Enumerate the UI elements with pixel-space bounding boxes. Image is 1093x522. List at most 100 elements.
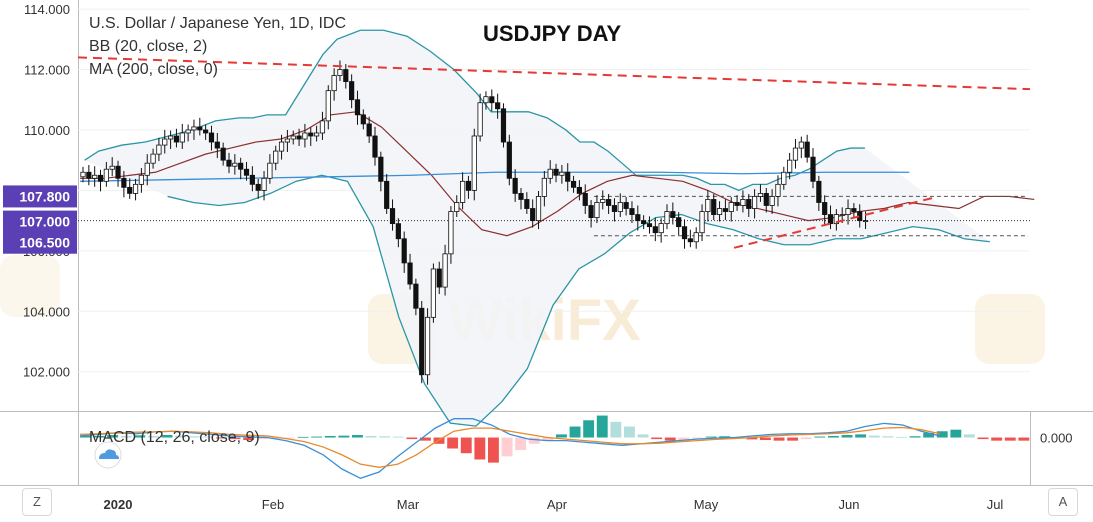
candle-body[interactable] <box>804 141 810 158</box>
candle-body[interactable] <box>839 214 845 216</box>
candle-body[interactable] <box>121 177 127 188</box>
candle-body[interactable] <box>407 262 413 285</box>
candle-body[interactable] <box>827 214 834 225</box>
candle-body[interactable] <box>553 168 559 176</box>
candle-body[interactable] <box>862 220 869 223</box>
candle-body[interactable] <box>185 129 191 134</box>
candle-body[interactable] <box>430 268 437 318</box>
zoom-button[interactable]: Z <box>22 488 52 516</box>
candle-body[interactable] <box>232 162 238 167</box>
candle-body[interactable] <box>816 180 822 203</box>
candle-body[interactable] <box>156 144 162 155</box>
candle-body[interactable] <box>167 135 174 140</box>
candle-body[interactable] <box>705 199 711 212</box>
candle-body[interactable] <box>541 177 547 197</box>
candle-body[interactable] <box>822 202 828 215</box>
candle-body[interactable] <box>495 102 501 110</box>
candle-body[interactable] <box>343 69 349 82</box>
candle-body[interactable] <box>465 180 472 191</box>
candle-body[interactable] <box>290 135 296 140</box>
candle-body[interactable] <box>366 123 372 137</box>
candle-body[interactable] <box>611 205 618 212</box>
candle-body[interactable] <box>448 211 454 255</box>
candle-body[interactable] <box>576 186 583 194</box>
candle-body[interactable] <box>781 171 787 185</box>
candle-body[interactable] <box>313 132 320 137</box>
candle-body[interactable] <box>296 135 302 140</box>
candle-body[interactable] <box>506 141 512 179</box>
candle-body[interactable] <box>757 193 764 197</box>
candle-body[interactable] <box>477 102 483 137</box>
candle-body[interactable] <box>524 199 530 209</box>
candlesticks[interactable] <box>80 60 869 385</box>
candle-body[interactable] <box>699 211 705 234</box>
candle-body[interactable] <box>565 171 571 182</box>
candle-body[interactable] <box>424 316 431 376</box>
candle-body[interactable] <box>535 196 542 222</box>
candle-body[interactable] <box>617 202 623 212</box>
candle-body[interactable] <box>395 223 401 240</box>
candle-body[interactable] <box>173 135 180 143</box>
support-trendline[interactable] <box>733 196 933 249</box>
candle-body[interactable] <box>325 90 331 122</box>
candle-body[interactable] <box>86 171 92 179</box>
candle-body[interactable] <box>284 138 291 143</box>
candle-body[interactable] <box>261 177 267 191</box>
candle-body[interactable] <box>570 180 577 188</box>
candle-body[interactable] <box>214 141 220 149</box>
candle-body[interactable] <box>150 153 156 164</box>
candle-body[interactable] <box>249 174 255 185</box>
candle-body[interactable] <box>740 199 746 206</box>
candle-body[interactable] <box>518 193 524 200</box>
candle-body[interactable] <box>419 307 425 376</box>
candle-body[interactable] <box>372 135 378 158</box>
candle-body[interactable] <box>775 183 781 197</box>
candle-body[interactable] <box>833 214 839 225</box>
candle-body[interactable] <box>641 220 647 225</box>
candle-body[interactable] <box>354 99 361 116</box>
resistance-trendline[interactable] <box>77 56 1031 91</box>
candle-body[interactable] <box>384 180 390 209</box>
candle-body[interactable] <box>588 205 594 218</box>
candle-body[interactable] <box>547 168 553 179</box>
candle-body[interactable] <box>594 202 600 218</box>
candle-body[interactable] <box>349 81 355 101</box>
time-axis[interactable]: 2020 Feb Mar Apr May Jun Jul <box>104 497 1004 512</box>
candle-body[interactable] <box>220 147 226 161</box>
candle-body[interactable] <box>676 217 682 228</box>
candle-body[interactable] <box>255 183 261 191</box>
candle-body[interactable] <box>238 162 244 170</box>
candle-body[interactable] <box>454 202 460 212</box>
candle-body[interactable] <box>792 147 799 161</box>
candle-body[interactable] <box>278 141 285 152</box>
candle-body[interactable] <box>681 226 688 240</box>
candle-body[interactable] <box>109 165 115 170</box>
candle-body[interactable] <box>746 199 752 209</box>
candle-body[interactable] <box>115 165 121 179</box>
candle-body[interactable] <box>763 193 769 206</box>
candle-body[interactable] <box>92 174 98 179</box>
candle-body[interactable] <box>378 156 384 182</box>
candle-body[interactable] <box>127 186 133 194</box>
candle-body[interactable] <box>413 283 419 309</box>
candle-body[interactable] <box>203 129 209 134</box>
candle-body[interactable] <box>80 171 86 178</box>
trendlines[interactable] <box>77 56 1031 249</box>
candle-body[interactable] <box>851 208 857 212</box>
candle-body[interactable] <box>162 138 168 146</box>
candle-body[interactable] <box>208 132 215 143</box>
candle-body[interactable] <box>711 199 717 215</box>
candle-body[interactable] <box>226 159 232 167</box>
auto-scale-button[interactable]: A <box>1048 488 1078 516</box>
candle-body[interactable] <box>360 114 366 125</box>
candle-body[interactable] <box>646 223 653 228</box>
candle-body[interactable] <box>600 199 606 203</box>
candle-body[interactable] <box>530 208 536 222</box>
candle-body[interactable] <box>658 223 664 234</box>
candle-body[interactable] <box>103 168 109 182</box>
candle-body[interactable] <box>652 226 658 234</box>
candle-body[interactable] <box>401 238 407 264</box>
candle-body[interactable] <box>716 208 723 215</box>
candle-body[interactable] <box>267 162 273 179</box>
candle-body[interactable] <box>752 196 758 209</box>
